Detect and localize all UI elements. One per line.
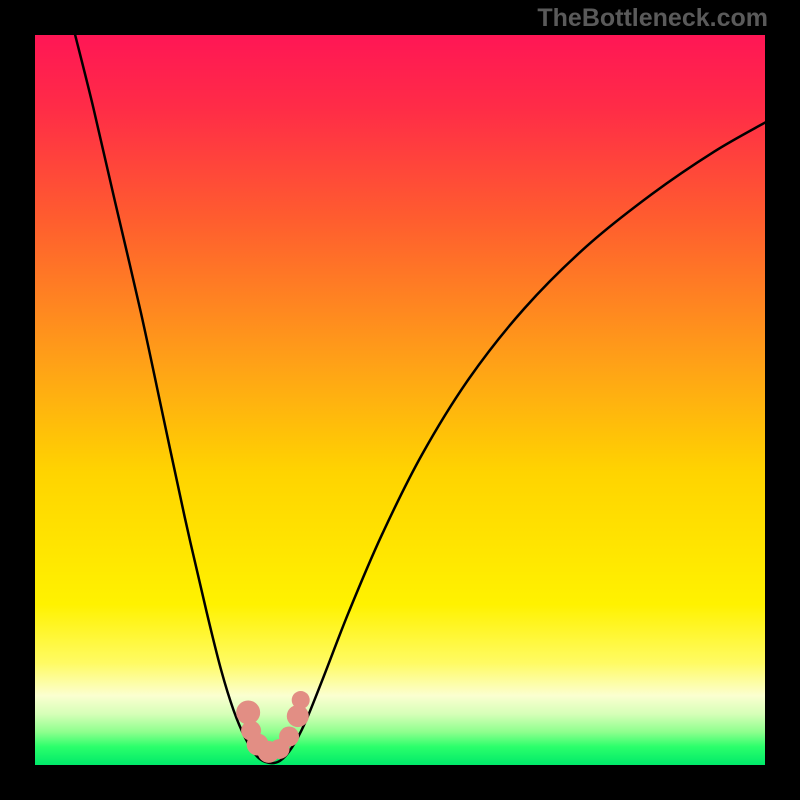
chart-stage: TheBottleneck.com [0, 0, 800, 800]
curve-trough-marker [279, 727, 299, 747]
plot-svg [35, 35, 765, 765]
watermark-text: TheBottleneck.com [537, 4, 768, 33]
plot-area [35, 35, 765, 765]
curve-trough-marker [292, 691, 310, 709]
curve-trough-marker [236, 700, 260, 724]
gradient-background [35, 35, 765, 765]
